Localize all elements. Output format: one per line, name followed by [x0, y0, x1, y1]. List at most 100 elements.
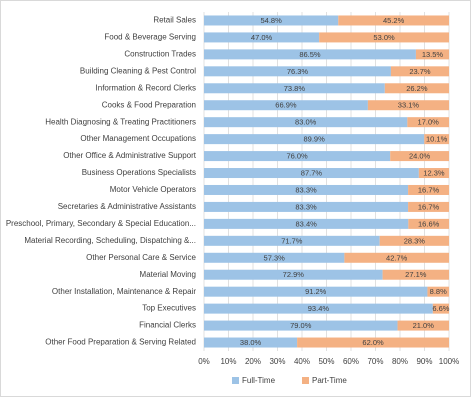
data-label: 10.1%	[426, 135, 448, 144]
bar-segment	[204, 201, 409, 212]
bar-segment	[204, 117, 408, 128]
bar-segment	[204, 286, 428, 297]
y-tick-label: Building Cleaning & Pest Control	[80, 66, 196, 75]
bar-segment	[408, 184, 449, 195]
data-label: 62.0%	[362, 338, 384, 347]
bar-segment	[319, 32, 449, 43]
data-label: 83.4%	[296, 219, 318, 228]
bar-segment	[204, 184, 409, 195]
data-label: 71.7%	[281, 236, 303, 245]
bar-segment	[379, 235, 449, 246]
y-tick-label: Motor Vehicle Operators	[110, 185, 196, 194]
y-tick-label: Retail Sales	[153, 16, 196, 25]
bar-segment	[397, 320, 449, 331]
data-label: 83.0%	[295, 118, 317, 127]
data-label: 24.0%	[409, 152, 431, 161]
y-tick-label: Other Installation, Maintenance & Repair	[52, 287, 196, 296]
bar-segment	[382, 269, 449, 280]
y-tick-label: Secretaries & Administrative Assistants	[58, 202, 196, 211]
y-tick-label: Business Operations Specialists	[82, 168, 196, 177]
bar-segment	[407, 117, 449, 128]
bar-segment	[204, 235, 380, 246]
bar-segment	[204, 337, 298, 348]
y-tick-label: Preschool, Primary, Secondary & Special …	[6, 219, 196, 228]
x-tick-label: 20%	[245, 357, 261, 366]
data-label: 26.2%	[406, 84, 428, 93]
bar-segment	[204, 134, 425, 145]
data-label: 53.0%	[373, 33, 395, 42]
y-tick-label: Food & Beverage Serving	[104, 33, 196, 42]
y-tick-label: Cooks & Food Preparation	[102, 100, 196, 109]
bar-segment	[204, 252, 345, 263]
y-tick-label: Information & Record Clerks	[96, 83, 196, 92]
data-label: 28.3%	[404, 236, 426, 245]
data-label: 13.5%	[422, 50, 444, 59]
data-label: 66.9%	[275, 101, 297, 110]
data-label: 16.6%	[418, 219, 440, 228]
y-tick-label: Material Recording, Scheduling, Dispatch…	[24, 236, 196, 245]
bar-segment	[204, 15, 339, 26]
data-label: 57.3%	[264, 253, 286, 262]
data-label: 8.8%	[430, 287, 447, 296]
data-label: 23.7%	[409, 67, 431, 76]
bar-segment	[204, 151, 391, 162]
bar-segment	[297, 337, 449, 348]
data-label: 47.0%	[251, 33, 273, 42]
bar-segment	[367, 100, 449, 111]
data-label: 54.8%	[260, 16, 282, 25]
data-label: 76.0%	[286, 152, 308, 161]
data-label: 42.7%	[386, 253, 408, 262]
y-tick-label: Other Food Preparation & Serving Related	[45, 338, 196, 347]
legend-swatch	[232, 377, 239, 384]
y-tick-label: Construction Trades	[124, 49, 196, 58]
bar-segment	[204, 83, 385, 94]
bar-segment	[344, 252, 449, 263]
data-label: 16.7%	[418, 185, 440, 194]
bar-segment	[415, 49, 449, 60]
y-tick-label: Other Personal Care & Service	[86, 253, 196, 262]
data-label: 83.3%	[295, 202, 317, 211]
x-tick-label: 80%	[392, 357, 408, 366]
data-label: 87.7%	[301, 169, 323, 178]
legend-swatch	[302, 377, 309, 384]
bar-segment	[204, 303, 433, 314]
x-tick-label: 60%	[343, 357, 359, 366]
x-tick-label: 70%	[367, 357, 383, 366]
data-label: 93.4%	[308, 304, 330, 313]
bar-segment	[204, 168, 419, 179]
x-tick-label: 100%	[439, 357, 459, 366]
data-label: 79.0%	[290, 321, 312, 330]
x-tick-label: 90%	[416, 357, 432, 366]
data-label: 21.0%	[413, 321, 435, 330]
bar-segment	[384, 83, 449, 94]
bar-segment	[204, 320, 398, 331]
legend-label: Part-Time	[312, 376, 347, 385]
data-label: 17.0%	[418, 118, 440, 127]
bar-segment	[204, 218, 409, 229]
bar-segment	[424, 134, 449, 145]
data-label: 16.7%	[418, 202, 440, 211]
y-tick-label: Financial Clerks	[139, 321, 196, 330]
data-label: 38.0%	[240, 338, 262, 347]
y-tick-label: Top Executives	[142, 304, 196, 313]
data-label: 83.3%	[295, 185, 317, 194]
y-tick-label: Other Management Occupations	[80, 134, 196, 143]
bar-segment	[390, 66, 449, 77]
data-label: 6.6%	[432, 304, 449, 313]
x-tick-label: 50%	[318, 357, 334, 366]
bar-segment	[427, 286, 449, 297]
y-tick-label: Material Moving	[140, 270, 196, 279]
data-label: 76.3%	[287, 67, 309, 76]
y-tick-label: Other Office & Administrative Support	[63, 151, 197, 160]
data-label: 27.1%	[405, 270, 427, 279]
bar-segment	[204, 269, 383, 280]
x-tick-label: 30%	[269, 357, 285, 366]
data-label: 72.9%	[283, 270, 305, 279]
x-tick-label: 10%	[220, 357, 236, 366]
x-tick-label: 0%	[198, 357, 210, 366]
legend-label: Full-Time	[242, 376, 276, 385]
bar-segment	[204, 49, 416, 60]
data-label: 73.8%	[284, 84, 306, 93]
bar-segment	[418, 168, 449, 179]
